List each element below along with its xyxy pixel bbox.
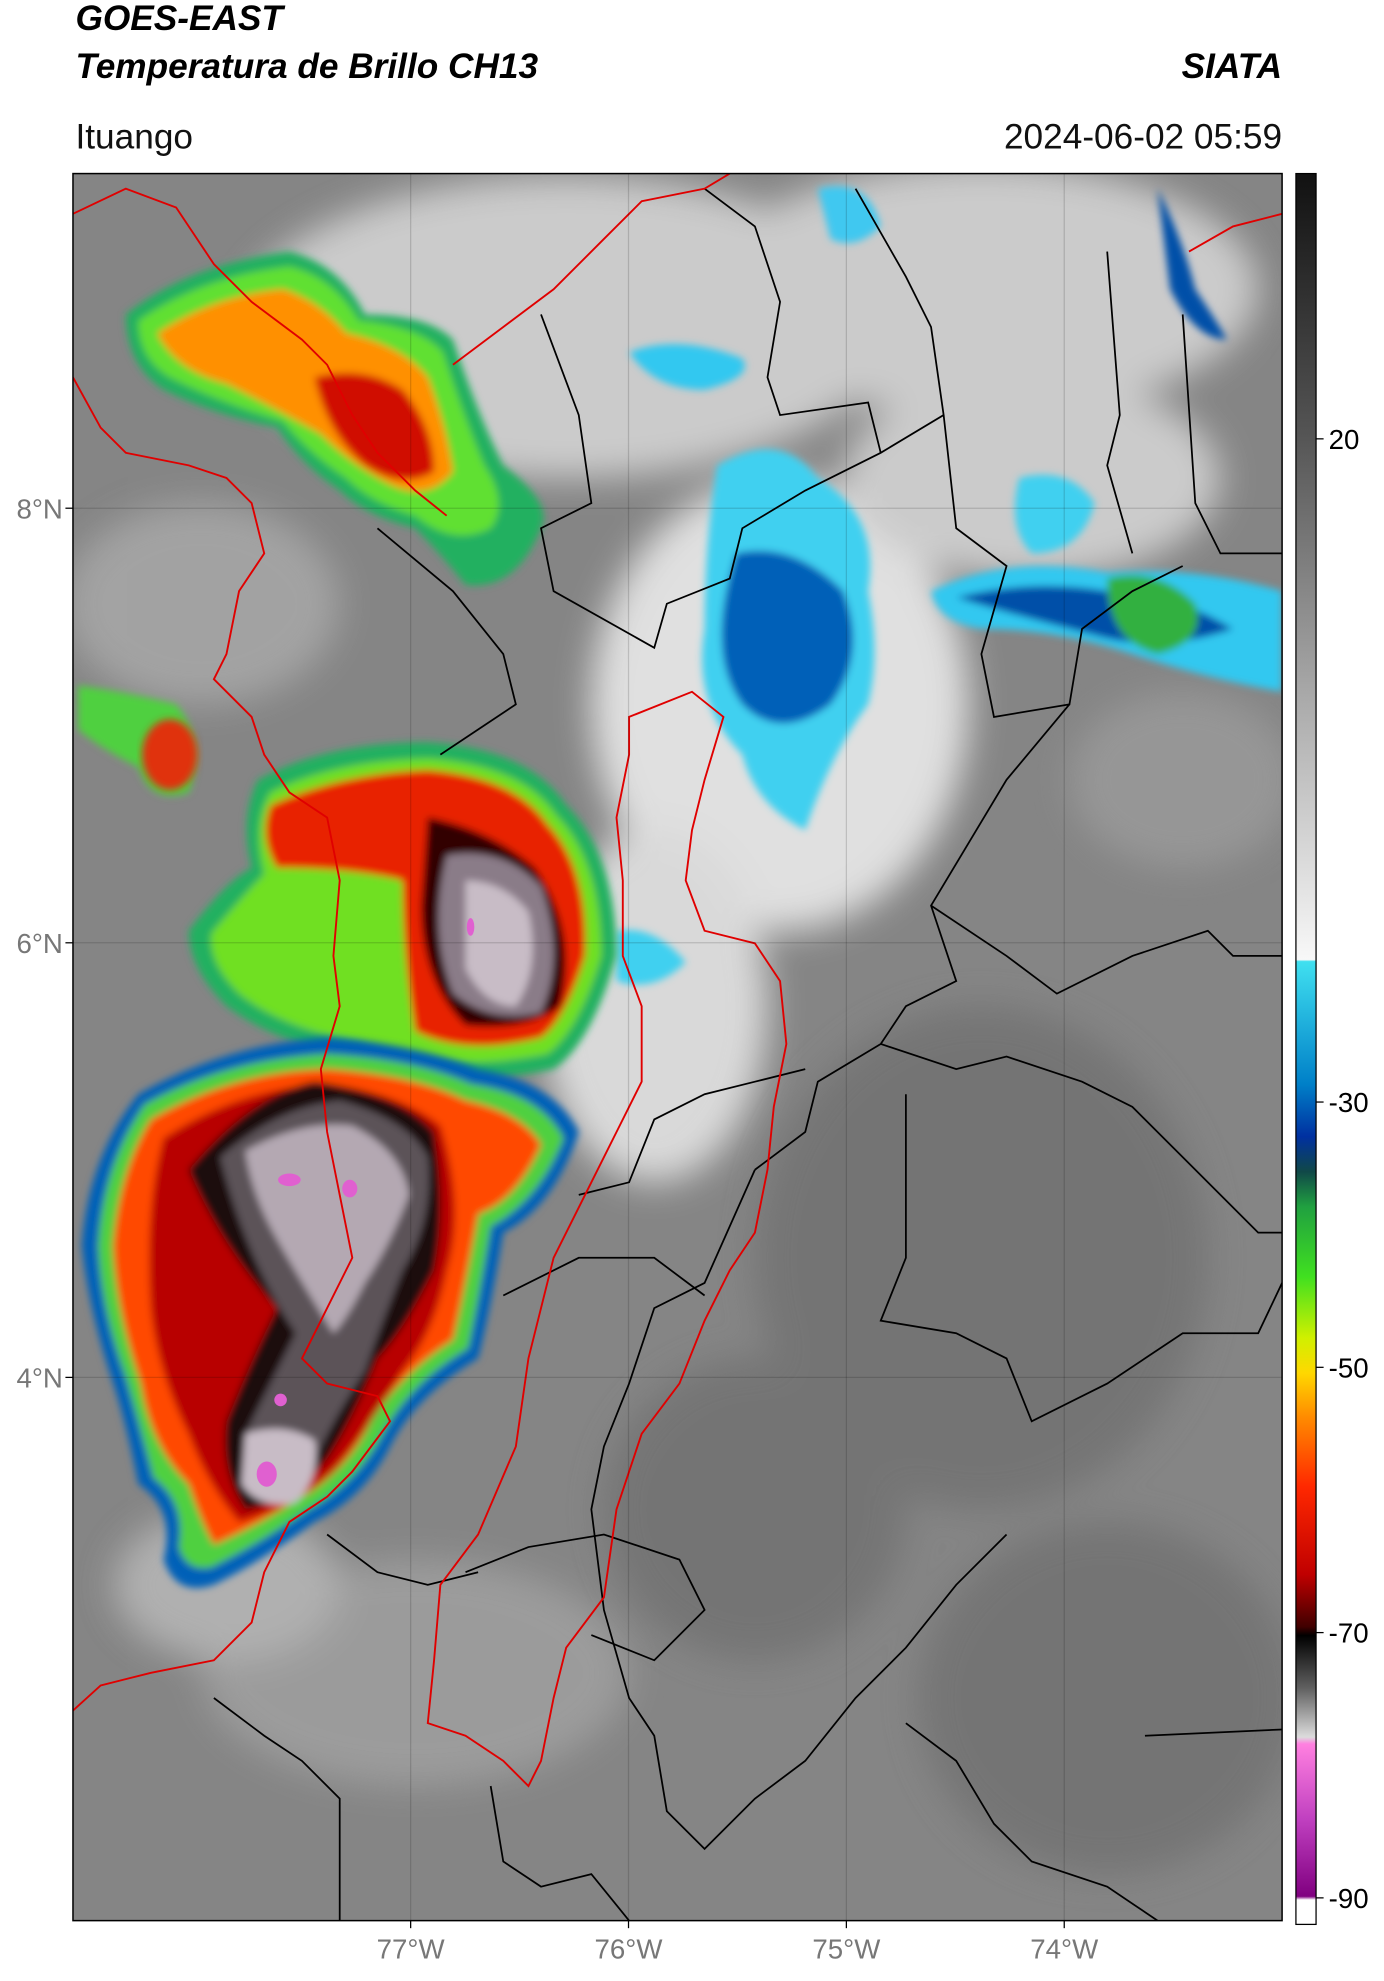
y-tick-label: 6°N <box>16 928 62 959</box>
y-tick-label: 4°N <box>16 1362 62 1393</box>
map-frame <box>72 172 1283 1922</box>
y-tick-label: 8°N <box>16 493 62 524</box>
colorbar-tick-label: 20 <box>1329 424 1360 455</box>
grid: 77°W 76°W 75°W 74°W 8°N 6°N 4°N <box>16 173 1283 1964</box>
title-line2: Temperatura de Brillo CH13 <box>75 47 538 86</box>
x-tick-label: 75°W <box>812 1933 881 1964</box>
x-tick-label: 76°W <box>595 1933 664 1964</box>
colorbar-tick-label: -50 <box>1329 1352 1369 1383</box>
datetime: 2024-06-02 05:59 <box>1004 117 1282 156</box>
colorbar-tick-label: -70 <box>1329 1618 1369 1649</box>
organization: SIATA <box>1182 47 1282 86</box>
location: Ituango <box>75 117 193 156</box>
x-tick-label: 74°W <box>1030 1933 1099 1964</box>
title-line1: GOES-EAST <box>75 0 285 38</box>
satellite-image <box>72 173 1283 1921</box>
colorbar-tick-label: -30 <box>1329 1087 1369 1118</box>
colorbar <box>1295 172 1317 1926</box>
colorbar-tick-label: -90 <box>1329 1883 1369 1914</box>
x-tick-label: 77°W <box>377 1933 446 1964</box>
